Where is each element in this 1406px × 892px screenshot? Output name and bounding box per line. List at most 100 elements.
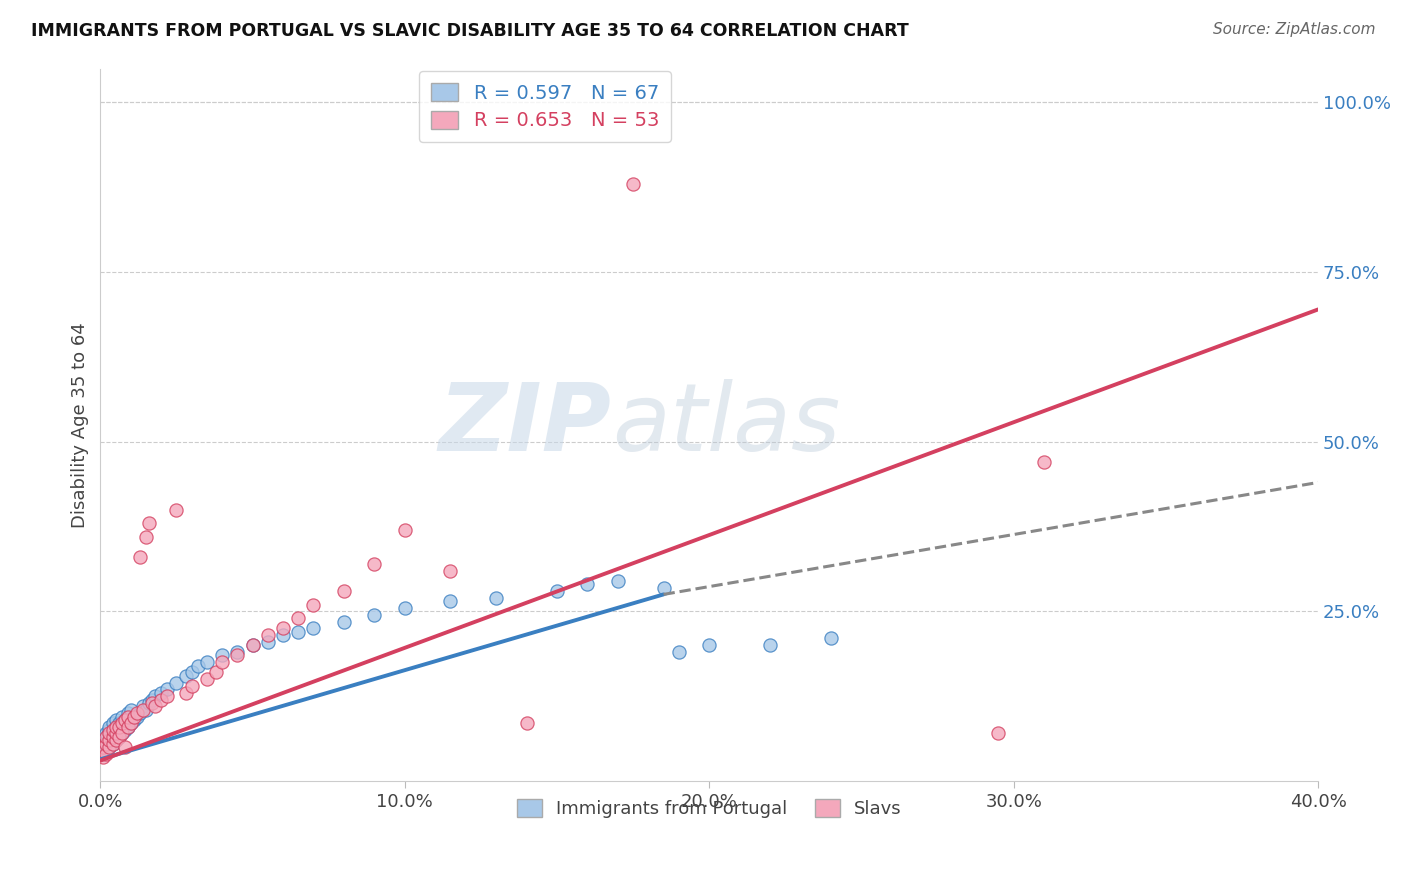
Point [485, 591, 508, 605]
Point [104, 726, 127, 740]
Point [98, 726, 121, 740]
Point [122, 713, 145, 727]
Point [226, 648, 249, 663]
Point [120, 716, 142, 731]
Point [93, 733, 115, 747]
Point [101, 737, 124, 751]
Point [394, 601, 416, 615]
Point [166, 675, 188, 690]
Point [96, 730, 118, 744]
Point [96, 726, 118, 740]
Point [156, 682, 179, 697]
Point [606, 574, 628, 588]
Point [150, 692, 173, 706]
Y-axis label: Disability Age 35 to 64: Disability Age 35 to 64 [72, 322, 89, 528]
Point [125, 706, 148, 720]
Point [107, 730, 129, 744]
Point [271, 621, 294, 635]
Point [242, 638, 264, 652]
Point [111, 709, 134, 723]
Point [256, 635, 278, 649]
Point [107, 730, 129, 744]
Point [820, 632, 842, 646]
Point [129, 706, 152, 720]
Point [1033, 455, 1056, 469]
Point [759, 638, 782, 652]
Point [111, 716, 134, 731]
Point [101, 730, 124, 744]
Point [125, 709, 148, 723]
Point [111, 720, 134, 734]
Point [363, 607, 385, 622]
Point [98, 733, 121, 747]
Point [98, 723, 121, 738]
Text: ZIP: ZIP [439, 379, 612, 471]
Point [104, 713, 127, 727]
Point [156, 689, 179, 703]
Legend: Immigrants from Portugal, Slavs: Immigrants from Portugal, Slavs [509, 792, 910, 825]
Point [96, 737, 118, 751]
Point [122, 709, 145, 723]
Point [195, 655, 218, 669]
Point [93, 747, 115, 761]
Point [143, 699, 166, 714]
Point [101, 723, 124, 738]
Point [98, 740, 121, 755]
Point [93, 740, 115, 755]
Point [93, 740, 115, 755]
Point [107, 720, 129, 734]
Point [150, 686, 173, 700]
Point [205, 665, 228, 680]
Point [104, 733, 127, 747]
Point [104, 726, 127, 740]
Point [111, 726, 134, 740]
Point [114, 713, 136, 727]
Point [138, 696, 160, 710]
Point [302, 598, 325, 612]
Point [143, 689, 166, 703]
Point [120, 703, 142, 717]
Point [129, 550, 152, 565]
Point [114, 740, 136, 755]
Point [287, 611, 309, 625]
Point [333, 615, 356, 629]
Point [174, 669, 197, 683]
Point [117, 706, 139, 720]
Point [439, 564, 461, 578]
Point [187, 658, 209, 673]
Point [180, 665, 202, 680]
Point [104, 720, 127, 734]
Point [96, 747, 118, 761]
Point [101, 737, 124, 751]
Point [120, 716, 142, 731]
Point [101, 730, 124, 744]
Point [287, 624, 309, 639]
Point [174, 686, 197, 700]
Point [166, 502, 188, 516]
Point [132, 699, 155, 714]
Point [363, 557, 385, 571]
Point [256, 628, 278, 642]
Point [104, 720, 127, 734]
Point [101, 723, 124, 738]
Point [516, 716, 538, 731]
Point [271, 628, 294, 642]
Point [668, 645, 690, 659]
Point [394, 523, 416, 537]
Point [652, 581, 675, 595]
Point [132, 703, 155, 717]
Text: atlas: atlas [612, 379, 839, 470]
Point [135, 703, 157, 717]
Point [98, 726, 121, 740]
Point [111, 726, 134, 740]
Point [96, 730, 118, 744]
Point [107, 716, 129, 731]
Point [98, 733, 121, 747]
Point [107, 723, 129, 738]
Point [621, 177, 644, 191]
Point [135, 530, 157, 544]
Point [333, 584, 356, 599]
Point [226, 645, 249, 659]
Point [439, 594, 461, 608]
Point [195, 672, 218, 686]
